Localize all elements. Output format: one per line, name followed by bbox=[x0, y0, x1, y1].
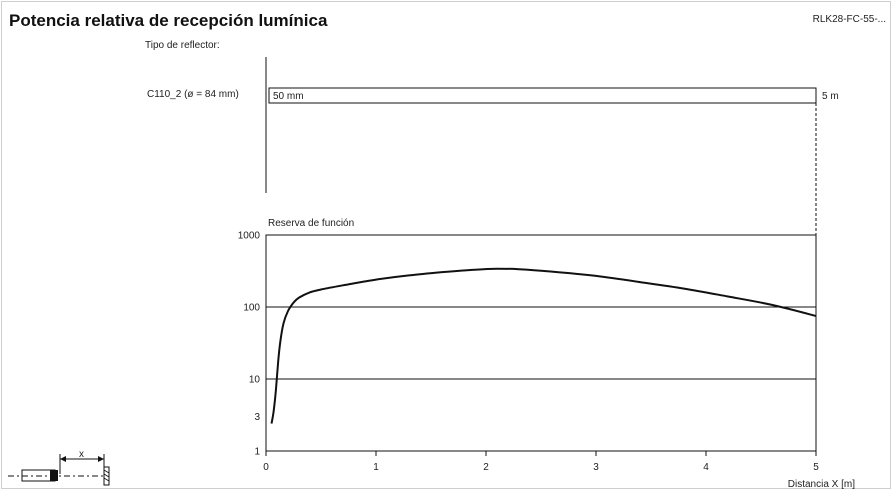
plot-frame bbox=[265, 234, 817, 452]
range-end-label: 5 m bbox=[822, 91, 839, 102]
x-tick-label-1: 1 bbox=[373, 462, 379, 473]
distance-x-label: x bbox=[79, 449, 84, 460]
reflector-name: C110_2 (ø = 84 mm) bbox=[147, 89, 239, 100]
range-bar bbox=[268, 87, 817, 104]
x-tick-label-5: 5 bbox=[813, 462, 819, 473]
dimension-arrow-left bbox=[60, 456, 66, 462]
y-tick-label-10: 10 bbox=[249, 375, 261, 386]
x-tick-label-3: 3 bbox=[593, 462, 599, 473]
x-tick-label-0: 0 bbox=[263, 462, 269, 473]
reflector-hatch-icon bbox=[103, 469, 110, 482]
y-tick-label-1000: 1000 bbox=[238, 231, 261, 242]
range-bar-label: 50 mm bbox=[273, 91, 304, 102]
x-axis-label: Distancia X [m] bbox=[788, 479, 855, 490]
page-title: Potencia relativa de recepción lumínica bbox=[9, 11, 328, 30]
x-tick-label-2: 2 bbox=[483, 462, 489, 473]
y-tick-label-3: 3 bbox=[254, 412, 260, 423]
y-axis-label: Reserva de función bbox=[268, 218, 354, 229]
reflector-icon bbox=[103, 466, 110, 486]
y-tick-label-100: 100 bbox=[243, 303, 260, 314]
x-tick-label-4: 4 bbox=[703, 462, 709, 473]
reflector-heading: Tipo de reflector: bbox=[145, 40, 220, 51]
product-code: RLK28-FC-55-... bbox=[812, 14, 886, 25]
dimension-arrow-right bbox=[98, 456, 104, 462]
sensor-diagram: x bbox=[8, 449, 110, 486]
series-line-function-reserve bbox=[270, 267, 817, 424]
y-tick-label-1: 1 bbox=[254, 447, 260, 458]
